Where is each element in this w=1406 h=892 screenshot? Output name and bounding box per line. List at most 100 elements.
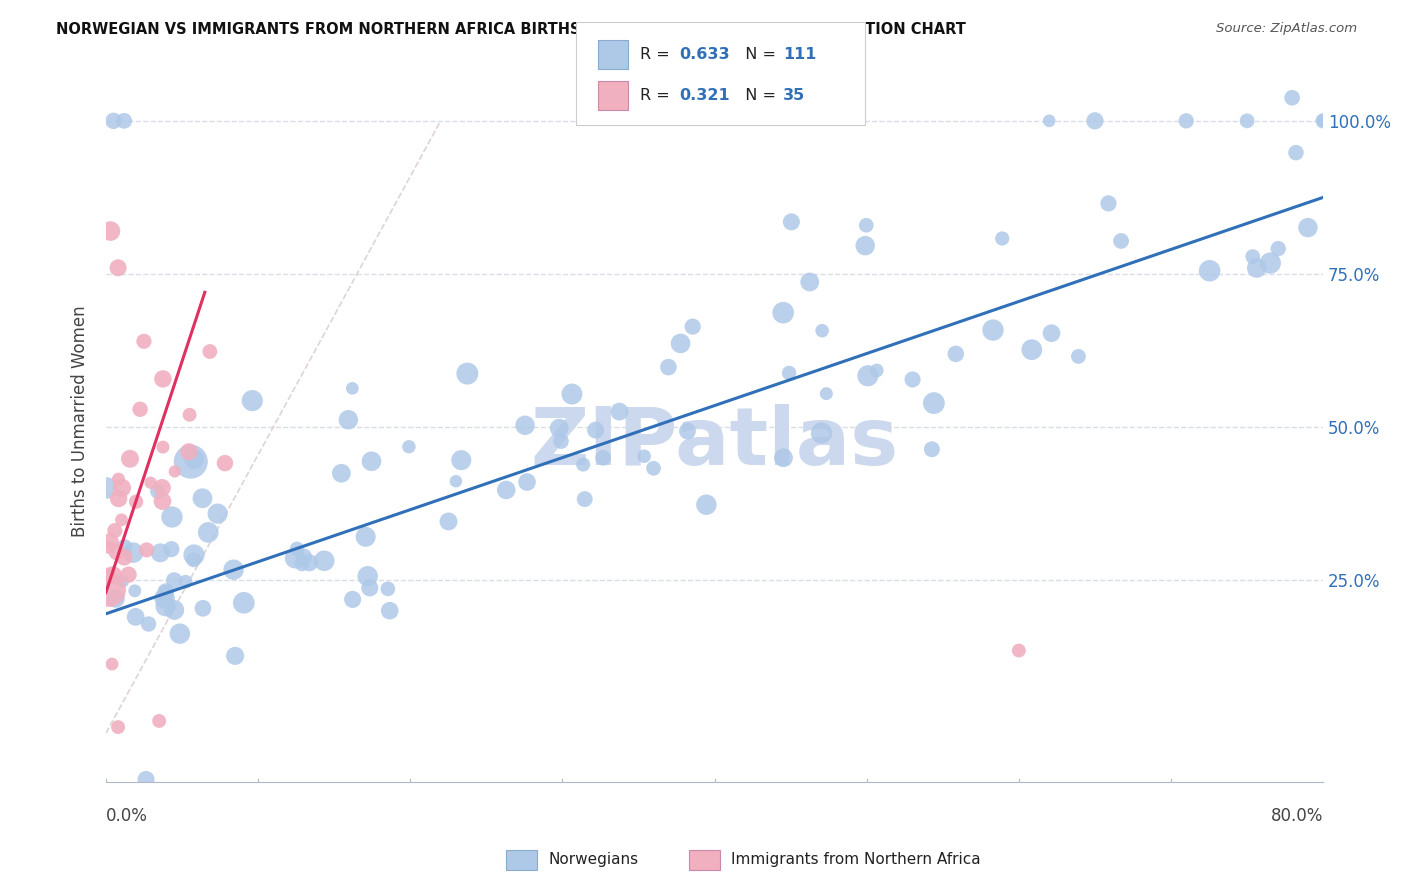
Point <box>676 424 699 438</box>
Point <box>284 551 307 566</box>
Point <box>104 591 127 606</box>
Point <box>772 450 794 465</box>
Point <box>117 567 139 582</box>
Point <box>107 720 129 734</box>
Point <box>139 475 162 490</box>
Point <box>107 472 129 486</box>
Point <box>112 113 135 128</box>
Text: ZIPatlas: ZIPatlas <box>530 403 898 482</box>
Point <box>285 541 308 556</box>
Point <box>561 387 583 401</box>
Point <box>135 772 157 787</box>
Point <box>799 275 821 289</box>
Point <box>495 483 517 497</box>
Point <box>360 454 382 468</box>
Point <box>160 542 183 557</box>
Point <box>146 484 169 499</box>
Point <box>1241 250 1264 264</box>
Point <box>150 481 173 495</box>
Point <box>855 219 877 233</box>
Point <box>778 366 800 380</box>
Point <box>155 599 177 614</box>
Point <box>1021 343 1043 357</box>
Point <box>97 582 120 597</box>
Point <box>163 574 186 588</box>
Point <box>633 449 655 463</box>
Point <box>359 581 381 595</box>
Point <box>1312 113 1334 128</box>
Point <box>149 546 172 560</box>
Point <box>1084 113 1107 128</box>
Point <box>991 231 1014 245</box>
Point <box>163 603 186 617</box>
Point <box>342 592 364 607</box>
Point <box>224 648 246 663</box>
Point <box>337 413 360 427</box>
Point <box>1067 350 1090 364</box>
Point <box>853 238 876 252</box>
Point <box>516 475 538 489</box>
Point <box>111 574 134 589</box>
Point <box>232 596 254 610</box>
Point <box>214 456 236 470</box>
Text: N =: N = <box>735 47 782 62</box>
Point <box>811 324 834 338</box>
Point <box>125 494 148 508</box>
Point <box>98 541 121 555</box>
Point <box>945 347 967 361</box>
Point <box>111 481 134 495</box>
Point <box>183 452 205 467</box>
Point <box>191 601 214 615</box>
Point <box>780 215 803 229</box>
Text: N =: N = <box>735 88 782 103</box>
Point <box>160 510 183 524</box>
Point <box>114 540 136 554</box>
Point <box>513 418 536 433</box>
Point <box>183 553 205 567</box>
Text: 111: 111 <box>783 47 817 62</box>
Point <box>657 360 679 375</box>
Point <box>112 550 135 565</box>
Point <box>437 515 460 529</box>
Text: R =: R = <box>640 88 675 103</box>
Point <box>444 474 467 488</box>
Text: Immigrants from Northern Africa: Immigrants from Northern Africa <box>731 853 981 867</box>
Point <box>197 525 219 540</box>
Point <box>198 344 221 359</box>
Point <box>1296 220 1319 235</box>
Point <box>101 657 124 671</box>
Point <box>574 492 596 507</box>
Point <box>1175 113 1198 128</box>
Point <box>609 404 631 418</box>
Point <box>921 442 943 457</box>
Point <box>592 450 614 465</box>
Point <box>96 571 118 585</box>
Point <box>191 491 214 506</box>
Point <box>292 549 315 564</box>
Point <box>981 323 1004 337</box>
Point <box>550 434 572 449</box>
Point <box>98 534 121 549</box>
Point <box>152 494 174 508</box>
Point <box>148 714 170 728</box>
Point <box>585 423 607 437</box>
Point <box>124 610 146 624</box>
Point <box>1109 234 1132 248</box>
Text: Source: ZipAtlas.com: Source: ZipAtlas.com <box>1216 22 1357 36</box>
Point <box>1312 113 1334 128</box>
Point <box>135 542 157 557</box>
Point <box>548 421 571 435</box>
Point <box>179 408 201 422</box>
Point <box>96 481 118 495</box>
Point <box>152 372 174 386</box>
Point <box>314 554 336 568</box>
Point <box>772 306 794 320</box>
Point <box>100 224 122 238</box>
Point <box>124 583 146 598</box>
Point <box>378 604 401 618</box>
Point <box>122 546 145 560</box>
Point <box>107 260 129 275</box>
Point <box>810 425 832 440</box>
Text: 35: 35 <box>783 88 806 103</box>
Point <box>240 393 263 408</box>
